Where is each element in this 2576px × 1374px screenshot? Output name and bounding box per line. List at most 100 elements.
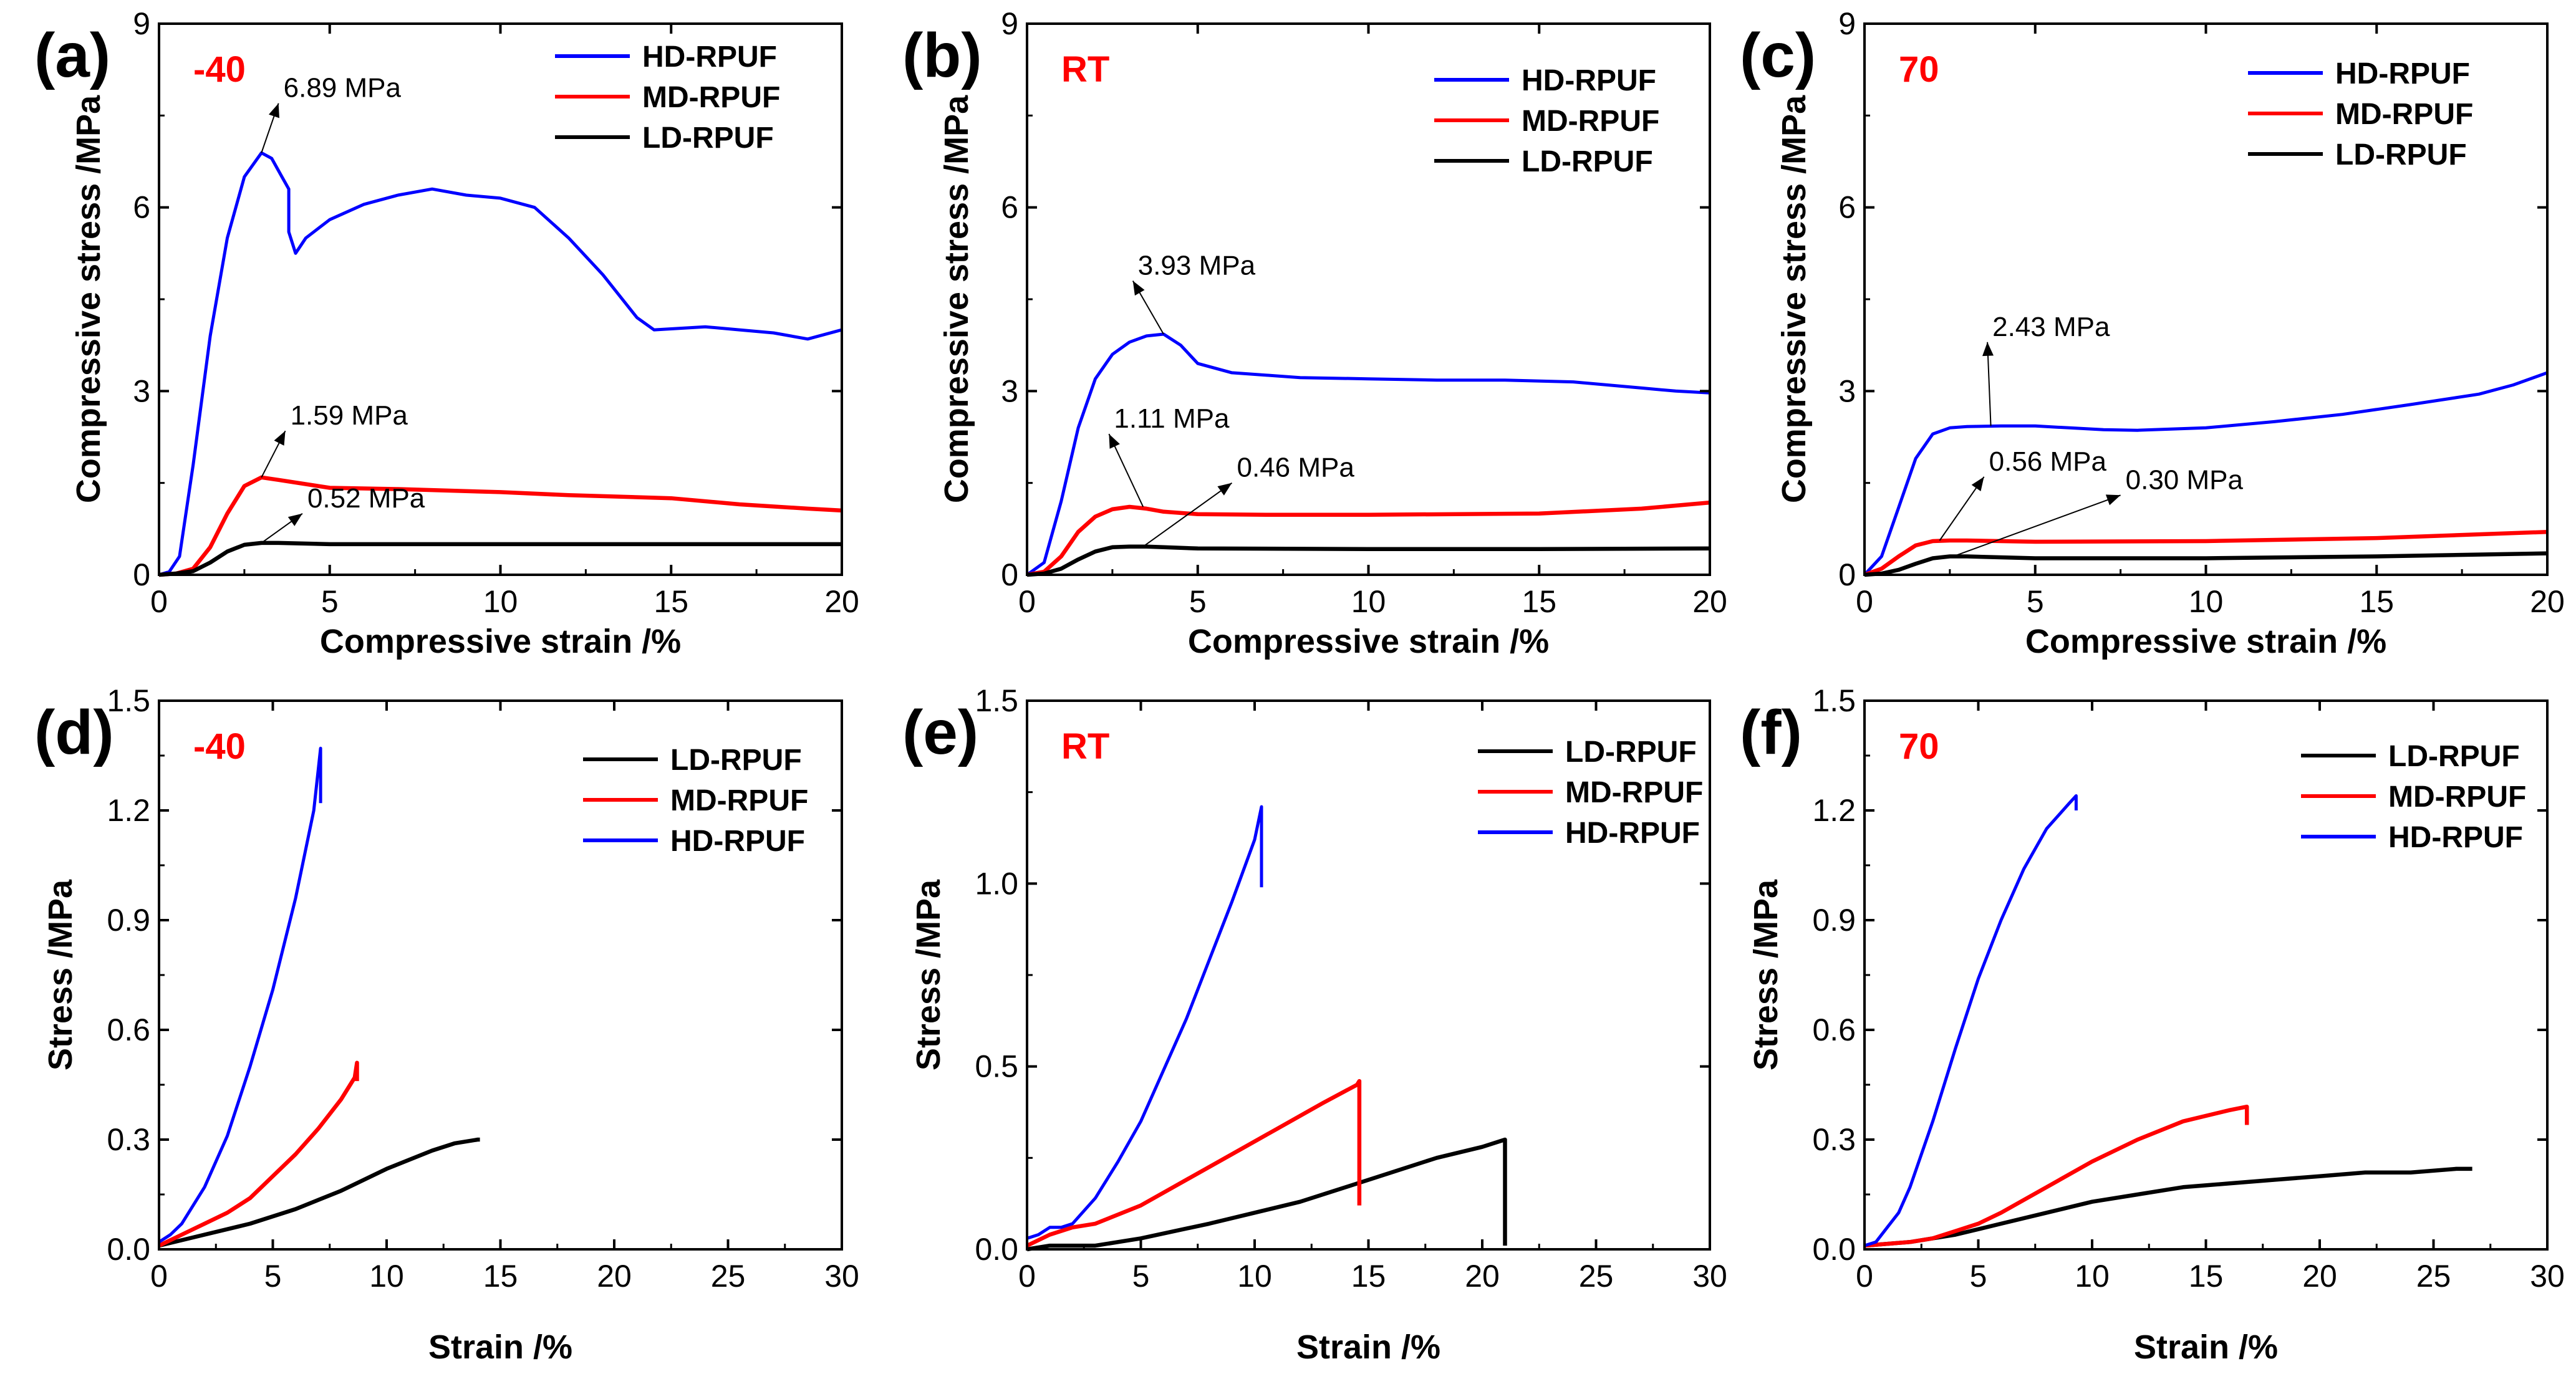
- arrow-head: [1982, 342, 1994, 357]
- series-line-ld-rpuf: [1864, 1166, 2472, 1248]
- legend-label-md-rpuf: MD-RPUF: [1522, 105, 1659, 138]
- panel-letter: (b): [902, 21, 982, 90]
- arrow-head: [2105, 494, 2121, 506]
- y-tick-label: 0.3: [1812, 1122, 1856, 1157]
- condition-label: 70: [1899, 49, 1939, 90]
- series-line-ld-rpuf: [1026, 1137, 1507, 1252]
- annotation: 0.30 MPa: [1953, 464, 2243, 557]
- x-tick-label: 10: [1237, 1259, 1272, 1294]
- series-line-ld-rpuf: [1026, 544, 1710, 577]
- series-line-md-rpuf: [1864, 1104, 2249, 1248]
- x-tick-label: 10: [2075, 1259, 2110, 1294]
- y-tick-label: 0: [1001, 557, 1018, 592]
- series-line-hd-rpuf: [1863, 371, 2548, 576]
- series-line-ld-rpuf: [158, 1137, 480, 1248]
- x-tick-label: 15: [2359, 584, 2394, 619]
- x-tick-label: 15: [1351, 1259, 1386, 1294]
- panel-letter: (e): [902, 698, 978, 767]
- legend-label-ld-rpuf: LD-RPUF: [1565, 736, 1697, 769]
- x-tick-label: 0: [150, 1259, 168, 1294]
- x-axis-title: Compressive strain /%: [320, 623, 681, 660]
- y-tick-label: 0: [1838, 557, 1856, 592]
- annotation-arrow: [1987, 342, 1992, 426]
- y-axis-title: Stress /MPa: [42, 879, 79, 1070]
- series-line-md-rpuf: [1026, 1079, 1362, 1248]
- legend-label-md-rpuf: MD-RPUF: [2335, 98, 2473, 131]
- x-tick-label: 25: [2416, 1259, 2451, 1294]
- y-tick-label: 0.0: [1812, 1232, 1856, 1267]
- annotation-value: 1.59 MPa: [291, 400, 408, 431]
- annotation: 1.11 MPa: [1108, 403, 1230, 507]
- condition-label: 70: [1899, 726, 1939, 767]
- series-line-ld-rpuf: [158, 540, 842, 577]
- x-tick-label: 0: [1018, 584, 1036, 619]
- y-tick-label: 9: [1001, 6, 1018, 41]
- x-tick-label: 25: [1579, 1259, 1614, 1294]
- x-tick-label: 5: [1189, 584, 1207, 619]
- y-tick-label: 0.6: [1812, 1012, 1856, 1047]
- panel-letter: (d): [34, 698, 114, 767]
- x-tick-label: 5: [1132, 1259, 1150, 1294]
- arrow-head: [287, 513, 302, 526]
- annotation-arrow: [1953, 494, 2121, 557]
- legend-label-hd-rpuf: HD-RPUF: [2335, 57, 2470, 90]
- x-tick-label: 5: [2027, 584, 2044, 619]
- legend-label-ld-rpuf: LD-RPUF: [2335, 138, 2467, 171]
- series-line-md-rpuf: [1863, 529, 2548, 577]
- y-tick-label: 3: [1838, 373, 1856, 408]
- x-tick-label: 25: [711, 1259, 746, 1294]
- legend: HD-RPUF MD-RPUF LD-RPUF: [2248, 57, 2473, 171]
- x-tick-label: 30: [824, 1259, 859, 1294]
- series-line-md-rpuf: [158, 1060, 359, 1248]
- x-axis-title: Strain /%: [428, 1328, 572, 1366]
- legend-label-ld-rpuf: LD-RPUF: [642, 122, 774, 155]
- x-tick-label: 15: [2189, 1259, 2224, 1294]
- arrow-head: [1217, 483, 1232, 496]
- arrow-head: [1971, 476, 1984, 492]
- annotation: 1.59 MPa: [261, 400, 408, 478]
- x-tick-label: 10: [369, 1259, 404, 1294]
- legend-label-md-rpuf: MD-RPUF: [670, 784, 808, 817]
- condition-label: -40: [193, 726, 246, 767]
- y-tick-label: 6: [133, 190, 150, 225]
- legend-label-hd-rpuf: HD-RPUF: [1565, 817, 1700, 850]
- y-tick-label: 0.9: [1812, 903, 1856, 938]
- y-axis-title: Stress /MPa: [910, 879, 947, 1070]
- x-tick-label: 0: [1856, 1259, 1873, 1294]
- annotation-value: 1.11 MPa: [1114, 403, 1230, 434]
- y-tick-label: 0.0: [107, 1232, 150, 1267]
- arrow-head: [1132, 281, 1145, 296]
- arrow-head: [1109, 434, 1120, 449]
- legend-label-md-rpuf: MD-RPUF: [2388, 781, 2526, 814]
- panel-letter: (a): [34, 21, 110, 90]
- legend-label-hd-rpuf: HD-RPUF: [1522, 64, 1656, 97]
- y-tick-label: 3: [1001, 373, 1018, 408]
- annotation: 0.56 MPa: [1939, 446, 2107, 541]
- y-tick-label: 1.5: [975, 683, 1018, 718]
- annotation: 3.93 MPa: [1132, 251, 1256, 335]
- legend-label-ld-rpuf: LD-RPUF: [2388, 740, 2520, 773]
- x-tick-label: 20: [824, 584, 859, 619]
- annotation: 0.46 MPa: [1142, 453, 1354, 547]
- annotation-value: 2.43 MPa: [1992, 312, 2110, 342]
- x-axis-title: Compressive strain /%: [2025, 623, 2386, 660]
- legend-label-md-rpuf: MD-RPUF: [1565, 776, 1703, 809]
- x-tick-label: 0: [1856, 584, 1873, 619]
- y-axis-title: Stress /MPa: [1747, 879, 1785, 1070]
- panel-b: 0 5 10 15 20 0 3 6 9 Compressive strain /% Compres…: [902, 6, 1727, 660]
- annotation: 2.43 MPa: [1982, 312, 2110, 426]
- x-tick-label: 10: [1351, 584, 1386, 619]
- series-line-hd-rpuf: [1026, 332, 1710, 577]
- series-line-hd-rpuf: [158, 151, 842, 577]
- y-tick-label: 3: [133, 373, 150, 408]
- annotation-value: 0.56 MPa: [1989, 446, 2107, 477]
- y-tick-label: 1.2: [1812, 793, 1856, 828]
- annotation-value: 6.89 MPa: [284, 73, 402, 103]
- legend: LD-RPUF MD-RPUF HD-RPUF: [1478, 736, 1703, 850]
- y-tick-label: 1.2: [107, 793, 150, 828]
- x-tick-label: 20: [2530, 584, 2565, 619]
- legend: LD-RPUF MD-RPUF HD-RPUF: [583, 744, 808, 858]
- annotation: 6.89 MPa: [261, 73, 401, 153]
- legend-label-hd-rpuf: HD-RPUF: [642, 41, 777, 74]
